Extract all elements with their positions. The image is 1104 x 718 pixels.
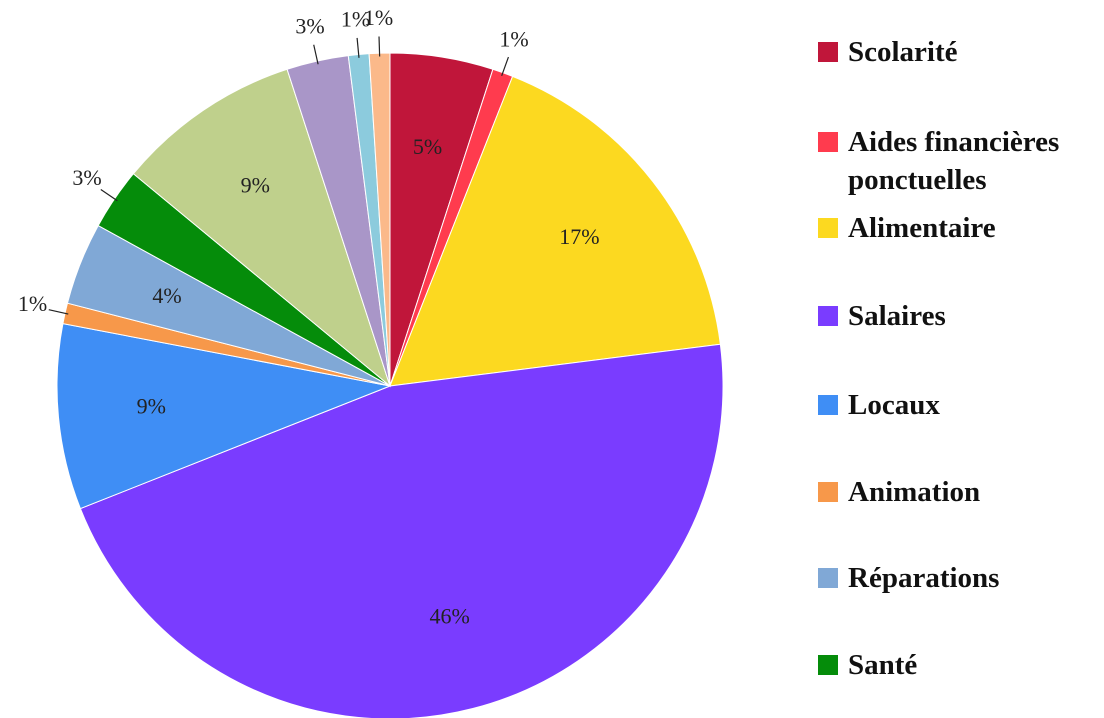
pie-slice <box>56 323 392 510</box>
pie-slice <box>389 75 721 387</box>
legend-label: Salaires <box>848 300 946 332</box>
data-label: 9% <box>137 394 166 419</box>
leader-line <box>100 188 118 202</box>
leader-line <box>378 36 381 57</box>
legend-swatch <box>818 42 838 62</box>
legend-swatch <box>818 306 838 326</box>
data-label: 46% <box>429 603 469 628</box>
leader-line <box>501 56 510 77</box>
data-label: 1% <box>341 6 370 31</box>
legend-swatch <box>818 218 838 238</box>
legend-swatch <box>818 132 838 152</box>
data-label: 3% <box>72 165 101 190</box>
data-label: 3% <box>295 14 324 39</box>
legend-label: Aides financières ponctuelles <box>848 126 1060 196</box>
legend-label: Scolarité <box>848 36 958 68</box>
data-label: 1% <box>18 291 47 316</box>
legend-swatch <box>818 482 838 502</box>
legend-label: Réparations <box>848 562 1000 594</box>
data-label: 5% <box>413 134 442 159</box>
legend-swatch <box>818 655 838 675</box>
legend-label: Animation <box>848 476 981 508</box>
legend-label: Alimentaire <box>848 212 996 244</box>
leader-line <box>313 44 319 65</box>
data-label: 4% <box>152 283 181 308</box>
data-label: 9% <box>241 173 270 198</box>
chart: 5%1%17%46%9%1% 4%3% 9%3% 1%1% <box>18 5 724 718</box>
data-label: 1% <box>499 26 528 51</box>
legend-label: Santé <box>848 649 918 681</box>
leader-line <box>356 37 360 58</box>
legend-label: Locaux <box>848 389 940 421</box>
data-label: 17% <box>559 224 599 249</box>
legend-swatch <box>818 568 838 588</box>
pie-slice <box>132 68 392 388</box>
legend-swatch <box>818 395 838 415</box>
pie-slice <box>79 343 724 718</box>
leader-line <box>48 309 69 315</box>
data-label: 1% <box>364 5 393 30</box>
